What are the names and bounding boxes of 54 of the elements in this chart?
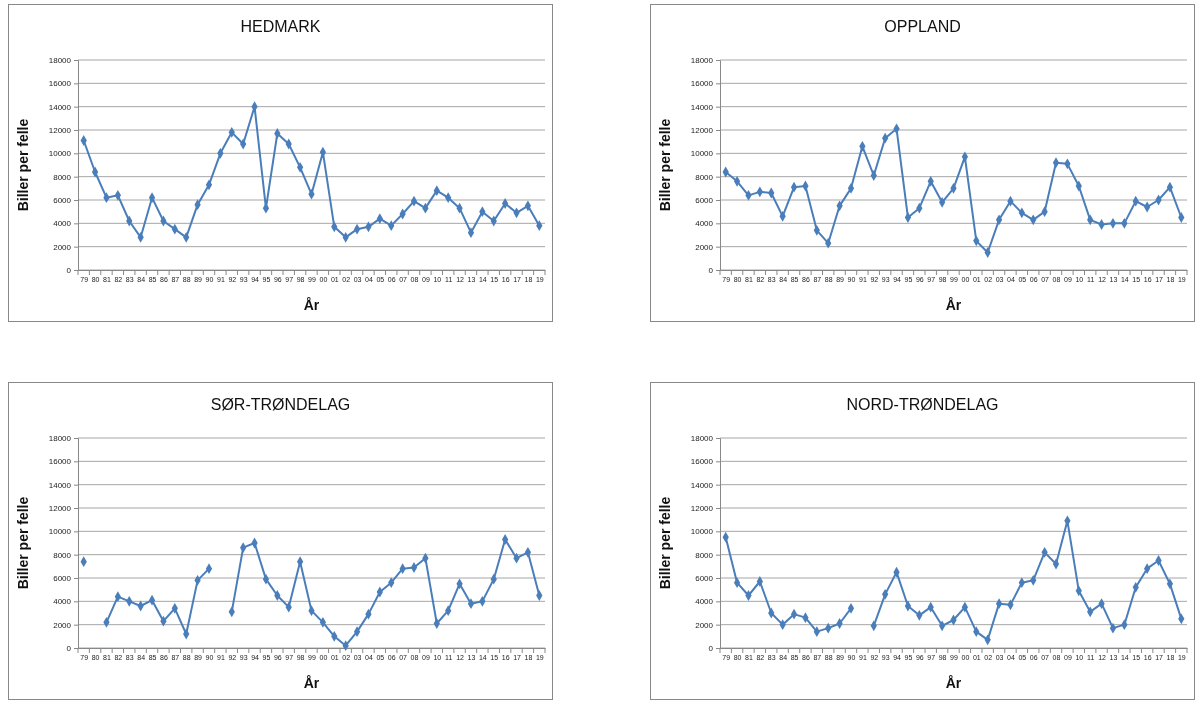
y-axis-title: Biller per felle <box>15 118 31 212</box>
y-tick-label: 6000 <box>695 574 714 584</box>
y-tick-label: 0 <box>708 644 714 654</box>
y-tick-label: 10000 <box>690 149 714 159</box>
y-axis-title: Biller per felle <box>657 118 673 212</box>
y-tick-label: 18000 <box>48 56 72 66</box>
y-axis-title: Biller per felle <box>657 496 673 590</box>
y-tick-label: 10000 <box>690 527 714 537</box>
y-tick-label: 12000 <box>48 126 72 136</box>
y-tick-label: 16000 <box>690 457 714 467</box>
y-tick-label: 2000 <box>53 242 72 252</box>
y-tick-label: 6000 <box>53 196 72 206</box>
y-tick-label: 18000 <box>48 434 72 444</box>
y-tick-label: 16000 <box>48 457 72 467</box>
y-tick-label: 14000 <box>48 480 72 490</box>
y-tick-label: 4000 <box>53 219 72 229</box>
y-tick-label: 12000 <box>690 126 714 136</box>
y-tick-label: 10000 <box>48 149 72 159</box>
y-tick-label: 0 <box>66 266 72 276</box>
y-tick-label: 0 <box>708 266 714 276</box>
y-tick-label: 14000 <box>48 102 72 112</box>
y-tick-label: 2000 <box>695 242 714 252</box>
y-tick-label: 8000 <box>695 172 714 182</box>
y-tick-label: 14000 <box>690 480 714 490</box>
chart-title: HEDMARK <box>240 18 321 35</box>
y-tick-label: 12000 <box>48 504 72 514</box>
x-axis-title: År <box>945 297 962 313</box>
chart-title: OPPLAND <box>884 18 961 35</box>
y-tick-label: 16000 <box>48 79 72 89</box>
y-tick-label: 6000 <box>695 196 714 206</box>
y-tick-label: 8000 <box>53 172 72 182</box>
y-tick-label: 4000 <box>695 597 714 607</box>
y-tick-label: 18000 <box>690 56 714 66</box>
y-tick-label: 18000 <box>690 434 714 444</box>
x-axis-title: År <box>303 675 320 691</box>
y-tick-label: 12000 <box>690 504 714 514</box>
y-tick-label: 14000 <box>690 102 714 112</box>
point <box>410 562 418 573</box>
y-tick-label: 16000 <box>690 79 714 89</box>
y-tick-label: 4000 <box>53 597 72 607</box>
y-tick-label: 8000 <box>695 550 714 560</box>
point <box>904 212 912 223</box>
y-tick-label: 2000 <box>695 620 714 630</box>
x-axis-title: År <box>945 675 962 691</box>
y-tick-label: 8000 <box>53 550 72 560</box>
chart-title: NORD-TRØNDELAG <box>846 396 999 413</box>
y-tick-label: 10000 <box>48 527 72 537</box>
y-tick-label: 0 <box>66 644 72 654</box>
y-tick-label: 4000 <box>695 219 714 229</box>
chart-title: SØR-TRØNDELAG <box>210 396 351 413</box>
y-tick-label: 6000 <box>53 574 72 584</box>
y-tick-label: 2000 <box>53 620 72 630</box>
y-axis-title: Biller per felle <box>15 496 31 590</box>
x-axis-title: År <box>303 297 320 313</box>
